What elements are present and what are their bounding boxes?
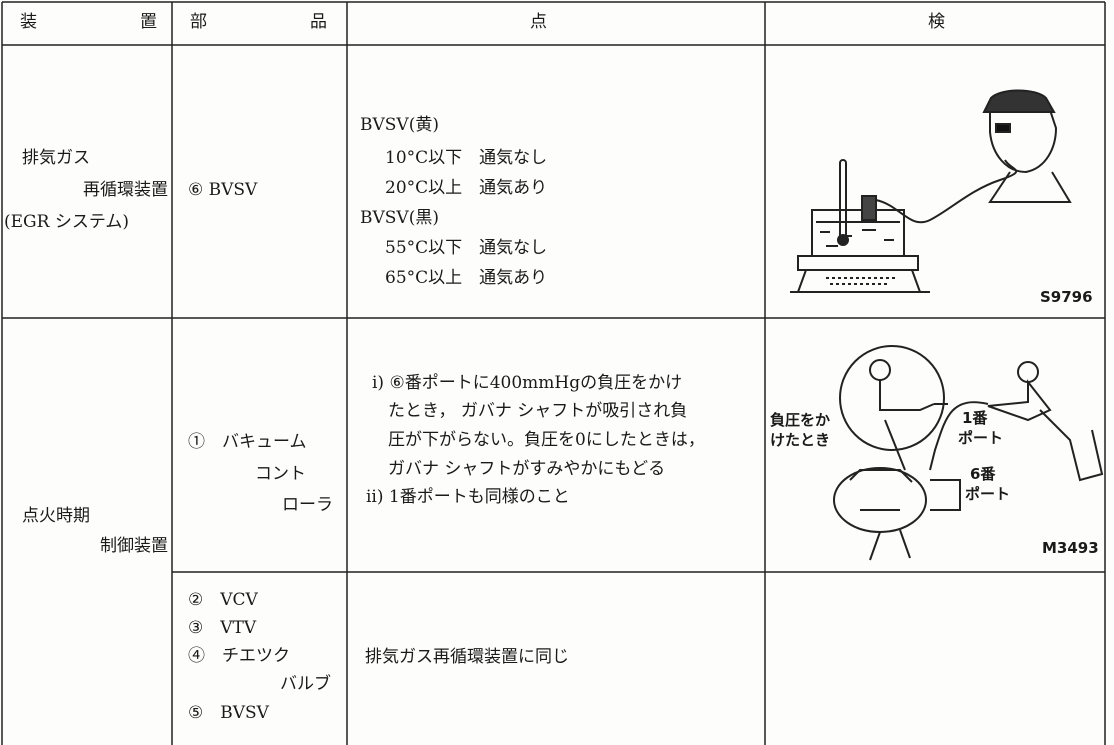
- part-name: ⑥ BVSV: [188, 180, 258, 200]
- inspection-line: ii) 1番ポートも同様のこと: [366, 487, 570, 507]
- figure-label: ポート: [965, 485, 1011, 503]
- part-name: ローラ: [282, 495, 333, 515]
- inspection-line: 排気ガス再循環装置に同じ: [365, 647, 569, 667]
- figure-label: ポート: [958, 429, 1004, 447]
- device-name: (EGR システム): [4, 212, 129, 232]
- inspection-line: ガバナ シャフトがすみやかにもどる: [388, 459, 666, 479]
- inspection-line: たとき， ガバナ シャフトが吸引され負: [388, 401, 688, 421]
- inspection-line: BVSV(黄): [360, 115, 439, 135]
- inspection-line: 圧が下がらない。負圧を0にしたときは，: [388, 430, 705, 450]
- figure-label: けたとき: [770, 431, 831, 449]
- inspection-line: 65°C以上 通気あり: [385, 268, 548, 288]
- device-name: 点火時期: [22, 506, 90, 526]
- device-name: 制御装置: [100, 536, 168, 556]
- device-name: 排気ガス: [22, 148, 90, 168]
- device-name: 再循環装置: [83, 180, 168, 200]
- inspection-line: i) ⑥番ポートに400mmHgの負圧をかけ: [372, 373, 683, 393]
- part-name: コント: [255, 464, 306, 484]
- inspection-line: BVSV(黒): [360, 208, 439, 228]
- illustration-bvsv-test: [790, 89, 1072, 293]
- illustration-vacuum-test: [833, 345, 1104, 561]
- header-cell: 検: [928, 12, 945, 32]
- header-cell: 装: [20, 12, 37, 32]
- part-name: バルブ: [280, 674, 331, 694]
- figure-label: 負圧をか: [770, 411, 831, 429]
- inspection-line: 20°C以上 通気あり: [385, 178, 548, 198]
- part-name: ② VCV: [188, 590, 258, 610]
- part-name: ⑤ BVSV: [188, 703, 269, 723]
- inspection-line: 55°C以下 通気なし: [385, 238, 548, 258]
- header-cell: 品: [310, 12, 327, 32]
- inspection-line: 10°C以下 通気なし: [385, 148, 548, 168]
- figure-code: M3493: [1042, 539, 1099, 557]
- header-cell: 置: [140, 12, 157, 32]
- header-cell: 点: [530, 12, 547, 32]
- part-name: ① バキューム: [188, 432, 307, 452]
- figure-label: 6番: [970, 465, 996, 483]
- figure-code: S9796: [1040, 288, 1093, 306]
- header-cell: 部: [190, 12, 207, 32]
- figure-label: 1番: [962, 409, 988, 427]
- part-name: ③ VTV: [188, 618, 257, 638]
- part-name: ④ チエツク: [188, 646, 290, 666]
